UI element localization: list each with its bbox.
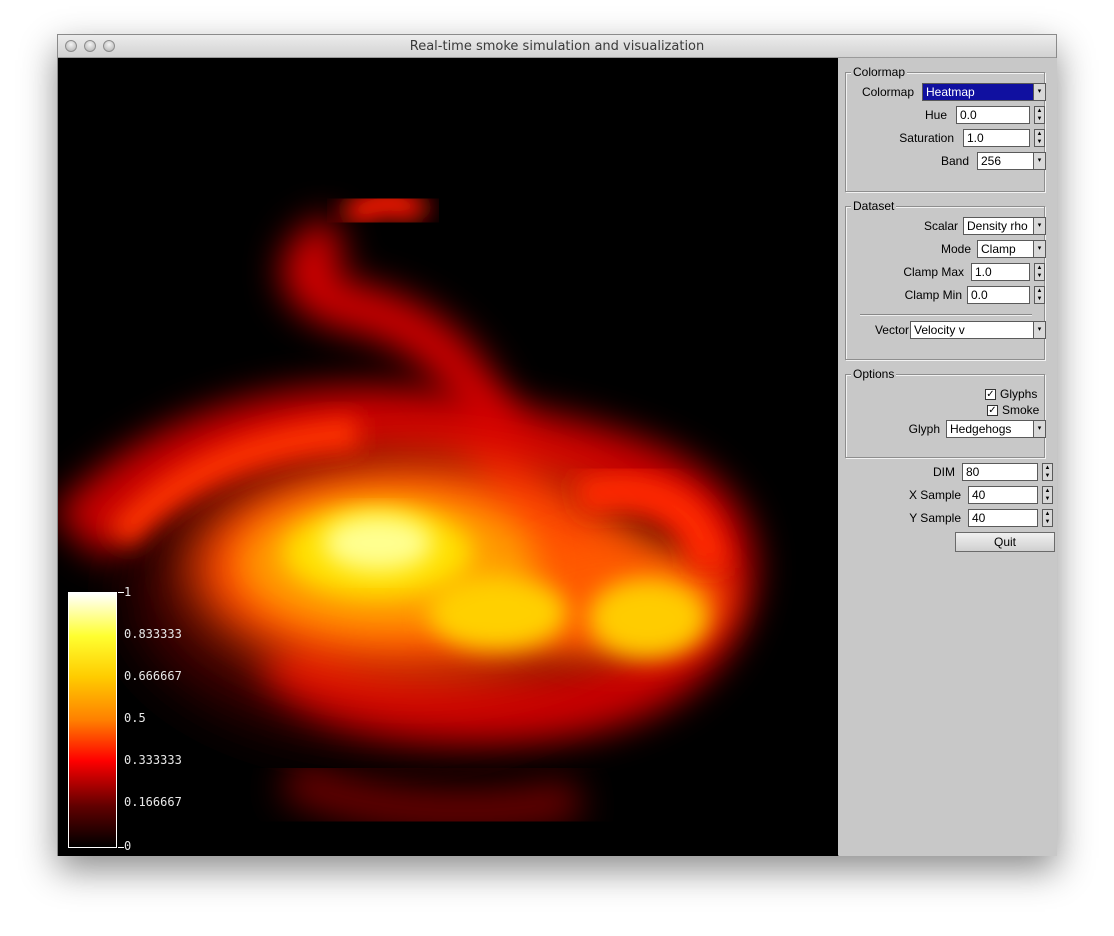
smoke-visualization-canvas[interactable]: 1 0.833333 0.666667 0.5 0.333333 0.16666…	[58, 58, 838, 856]
smoke-density-field	[58, 58, 838, 856]
minimize-window-icon[interactable]	[84, 40, 96, 52]
colormap-legend-bar	[68, 592, 117, 848]
clamp-max-input[interactable]: 1.0	[971, 263, 1030, 281]
legend-label: 0.666667	[124, 669, 182, 683]
legend-label: 0.5	[124, 711, 146, 725]
saturation-input[interactable]: 1.0	[963, 129, 1030, 147]
chevron-down-icon[interactable]: ▾	[1033, 241, 1045, 257]
app-window: Real-time smoke simulation and visualiza…	[57, 34, 1057, 856]
legend-label: 0.166667	[124, 795, 182, 809]
legend-tick	[118, 592, 124, 593]
glyph-select-value: Hedgehogs	[950, 422, 1012, 436]
band-select-value: 256	[981, 154, 1002, 168]
vector-select-value: Velocity v	[914, 323, 965, 337]
x-sample-input[interactable]: 40	[968, 486, 1038, 504]
dim-label: DIM	[933, 465, 955, 479]
x-sample-spinner-icon[interactable]: ▲ ▼	[1042, 486, 1053, 504]
close-window-icon[interactable]	[65, 40, 77, 52]
title-bar: Real-time smoke simulation and visualiza…	[58, 35, 1056, 58]
window-title: Real-time smoke simulation and visualiza…	[409, 39, 705, 54]
glyphs-checkbox[interactable]: ✓	[985, 389, 996, 400]
divider	[860, 314, 1032, 316]
saturation-label: Saturation	[899, 131, 954, 145]
glyph-label: Glyph	[908, 422, 940, 436]
vector-select[interactable]: Velocity v ▾	[910, 321, 1046, 339]
hue-label: Hue	[924, 108, 947, 122]
dataset-group: Dataset Scalar Density rho ▾ Mode Clamp …	[845, 199, 1046, 360]
zoom-window-icon[interactable]	[103, 40, 115, 52]
dim-input[interactable]: 80	[962, 463, 1038, 481]
dataset-group-title: Dataset	[851, 199, 897, 213]
saturation-spinner-icon[interactable]: ▲ ▼	[1034, 129, 1045, 147]
glyph-select[interactable]: Hedgehogs ▾	[946, 420, 1046, 438]
legend-label: 0	[124, 839, 132, 853]
glyphs-label: Glyphs	[1000, 387, 1038, 401]
hue-spinner-icon[interactable]: ▲ ▼	[1034, 106, 1045, 124]
smoke-checkbox[interactable]: ✓	[987, 405, 998, 416]
colormap-label: Colormap	[861, 85, 914, 99]
legend-label: 1	[124, 585, 132, 599]
band-label: Band	[940, 154, 969, 168]
legend-label: 0.333333	[124, 753, 182, 767]
vector-label: Vector	[874, 323, 909, 337]
x-sample-label: X Sample	[908, 488, 961, 502]
control-panel: Colormap Colormap Heatmap ▾ Hue 0.0 ▲ ▼ S…	[839, 58, 1057, 856]
scalar-select-value: Density rho	[967, 219, 1028, 233]
mode-label: Mode	[940, 242, 971, 256]
y-sample-spinner-icon[interactable]: ▲ ▼	[1042, 509, 1053, 527]
options-group: Options ✓ Glyphs ✓ Smoke Glyph Hedgehogs…	[845, 367, 1046, 458]
band-select[interactable]: 256 ▾	[977, 152, 1046, 170]
chevron-down-icon[interactable]: ▾	[1033, 322, 1045, 338]
chevron-down-icon[interactable]: ▾	[1033, 218, 1045, 234]
y-sample-input[interactable]: 40	[968, 509, 1038, 527]
mode-select[interactable]: Clamp ▾	[977, 240, 1046, 258]
clamp-min-input[interactable]: 0.0	[967, 286, 1030, 304]
colormap-group-title: Colormap	[851, 65, 908, 79]
chevron-down-icon[interactable]: ▾	[1033, 153, 1045, 169]
legend-tick	[118, 847, 124, 848]
hue-input[interactable]: 0.0	[956, 106, 1030, 124]
chevron-down-icon[interactable]: ▾	[1033, 421, 1045, 437]
clamp-max-label: Clamp Max	[903, 265, 964, 279]
smoke-label: Smoke	[1002, 403, 1040, 417]
mode-select-value: Clamp	[981, 242, 1016, 256]
options-group-title: Options	[851, 367, 897, 381]
clamp-min-spinner-icon[interactable]: ▲ ▼	[1034, 286, 1045, 304]
clamp-min-label: Clamp Min	[904, 288, 962, 302]
legend-label: 0.833333	[124, 627, 182, 641]
scalar-label: Scalar	[923, 219, 958, 233]
colormap-select[interactable]: Heatmap ▾	[922, 83, 1046, 101]
clamp-max-spinner-icon[interactable]: ▲ ▼	[1034, 263, 1045, 281]
quit-button[interactable]: Quit	[955, 532, 1055, 552]
colormap-select-value: Heatmap	[926, 85, 975, 99]
scalar-select[interactable]: Density rho ▾	[963, 217, 1046, 235]
dim-spinner-icon[interactable]: ▲ ▼	[1042, 463, 1053, 481]
chevron-down-icon[interactable]: ▾	[1033, 84, 1045, 100]
y-sample-label: Y Sample	[909, 511, 961, 525]
colormap-group: Colormap Colormap Heatmap ▾ Hue 0.0 ▲ ▼ S…	[845, 65, 1046, 192]
